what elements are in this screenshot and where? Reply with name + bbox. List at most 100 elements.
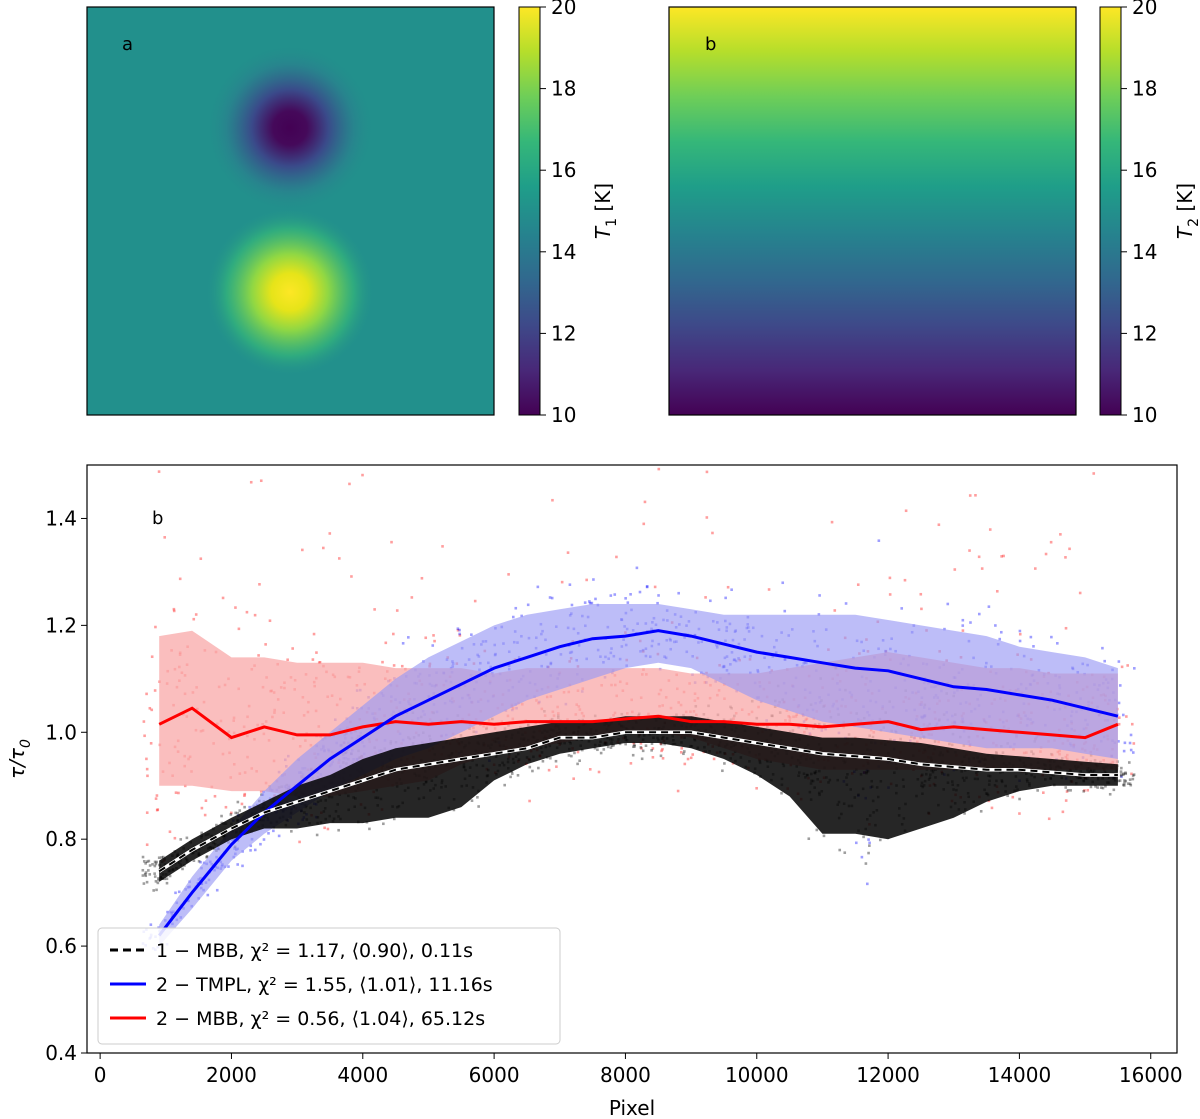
scatter-point bbox=[1126, 664, 1129, 667]
scatter-point bbox=[392, 817, 396, 821]
scatter-point bbox=[238, 809, 242, 812]
scatter-point bbox=[592, 578, 595, 581]
scatter-point bbox=[163, 877, 167, 881]
scatter-point bbox=[160, 856, 163, 859]
scatter-point bbox=[657, 467, 661, 471]
scatter-point bbox=[236, 863, 239, 866]
scatter-point bbox=[856, 583, 860, 586]
scatter-point bbox=[1082, 790, 1086, 793]
colorbar-a-label: T1 [K] bbox=[591, 183, 620, 239]
scatter-point bbox=[236, 800, 240, 804]
scatter-point bbox=[1059, 533, 1062, 536]
scatter-point bbox=[596, 748, 599, 752]
colorbar-b-tick-label: 14 bbox=[1132, 240, 1157, 264]
scatter-point bbox=[1122, 772, 1125, 775]
scatter-point bbox=[629, 593, 632, 596]
scatter-point bbox=[651, 747, 655, 750]
scatter-point bbox=[395, 609, 399, 612]
scatter-point bbox=[410, 596, 414, 599]
scatter-point bbox=[659, 742, 663, 745]
scatter-point bbox=[1129, 748, 1133, 752]
legend-label-1mbb: 1 − MBB, χ² = 1.17, ⟨0.90⟩, 0.11s bbox=[156, 940, 473, 962]
scatter-point bbox=[509, 775, 512, 779]
scatter-point bbox=[143, 872, 147, 876]
scatter-point bbox=[249, 844, 253, 848]
scatter-point bbox=[177, 791, 180, 795]
scatter-point bbox=[194, 613, 198, 616]
scatter-point bbox=[1068, 547, 1071, 551]
scatter-point bbox=[1064, 556, 1067, 559]
scatter-point bbox=[323, 826, 326, 830]
scatter-point bbox=[200, 831, 203, 835]
scatter-point bbox=[400, 664, 404, 668]
line-2-mbb bbox=[158, 706, 1119, 740]
scatter-point bbox=[657, 594, 660, 597]
scatter-point bbox=[204, 799, 208, 803]
scatter-point bbox=[974, 493, 977, 497]
scatter-point bbox=[290, 830, 293, 833]
scatter-point bbox=[767, 588, 771, 591]
scatter-point bbox=[1047, 817, 1051, 821]
scatter-point bbox=[173, 836, 177, 840]
scatter-point bbox=[1050, 635, 1053, 639]
scatter-point bbox=[234, 811, 238, 815]
scatter-point bbox=[867, 851, 870, 855]
scatter-point bbox=[311, 658, 315, 661]
scatter-point bbox=[199, 557, 203, 561]
scatter-point bbox=[328, 532, 332, 535]
legend-item-2tmpl: 2 − TMPL, χ² = 1.55, ⟨1.01⟩, 11.16s bbox=[110, 974, 493, 996]
scatter-point bbox=[272, 829, 275, 833]
y-tick-label: 0.6 bbox=[45, 934, 77, 958]
scatter-point bbox=[1011, 795, 1015, 799]
scatter-point bbox=[145, 767, 149, 771]
scatter-point bbox=[259, 790, 263, 793]
scatter-point bbox=[165, 881, 169, 885]
scatter-point bbox=[1124, 772, 1128, 776]
scatter-point bbox=[144, 874, 148, 878]
y-tick-label: 0.8 bbox=[45, 827, 77, 851]
scatter-point bbox=[1094, 785, 1097, 788]
scatter-point bbox=[220, 814, 223, 818]
scatter-point bbox=[968, 549, 971, 552]
scatter-point bbox=[1018, 629, 1022, 633]
scatter-point bbox=[381, 660, 384, 664]
scatter-point bbox=[833, 609, 837, 612]
scatter-point bbox=[161, 855, 165, 859]
scatter-point bbox=[200, 806, 204, 810]
scatter-point bbox=[588, 600, 591, 603]
scatter-point bbox=[503, 783, 506, 787]
scatter-point bbox=[583, 601, 587, 604]
scatter-point bbox=[262, 838, 266, 841]
scatter-point bbox=[860, 855, 864, 859]
scatter-point bbox=[900, 607, 904, 610]
scatter-point bbox=[157, 856, 161, 860]
scatter-point bbox=[154, 797, 158, 800]
scatter-point bbox=[298, 840, 301, 844]
scatter-point bbox=[1078, 591, 1082, 595]
scatter-point bbox=[1083, 789, 1086, 792]
scatter-point bbox=[818, 594, 821, 597]
heatmap-a-panel-label: a bbox=[122, 34, 133, 55]
scatter-point bbox=[1092, 472, 1096, 475]
scatter-point bbox=[401, 642, 405, 645]
scatter-point bbox=[755, 786, 758, 790]
colorbar-b-tick-label: 10 bbox=[1132, 403, 1157, 427]
scatter-point bbox=[1104, 784, 1107, 788]
scatter-point bbox=[168, 874, 172, 878]
scatter-point bbox=[350, 575, 353, 578]
scatter-point bbox=[783, 609, 787, 613]
scatter-point bbox=[1049, 540, 1053, 544]
scatter-point bbox=[163, 536, 167, 539]
scatter-point bbox=[682, 752, 685, 756]
x-tick-label: 4000 bbox=[337, 1063, 388, 1087]
band-2-tmpl bbox=[159, 604, 1118, 947]
legend-label-2mbb: 2 − MBB, χ² = 0.56, ⟨1.04⟩, 65.12s bbox=[156, 1008, 485, 1030]
scatter-point bbox=[157, 877, 160, 880]
scatter-point bbox=[1121, 713, 1125, 717]
scatter-point bbox=[572, 461, 575, 464]
scatter-point bbox=[555, 765, 558, 768]
scatter-point bbox=[141, 855, 145, 859]
scatter-point bbox=[822, 834, 826, 838]
scatter-point bbox=[528, 765, 532, 769]
scatter-point bbox=[862, 835, 865, 839]
